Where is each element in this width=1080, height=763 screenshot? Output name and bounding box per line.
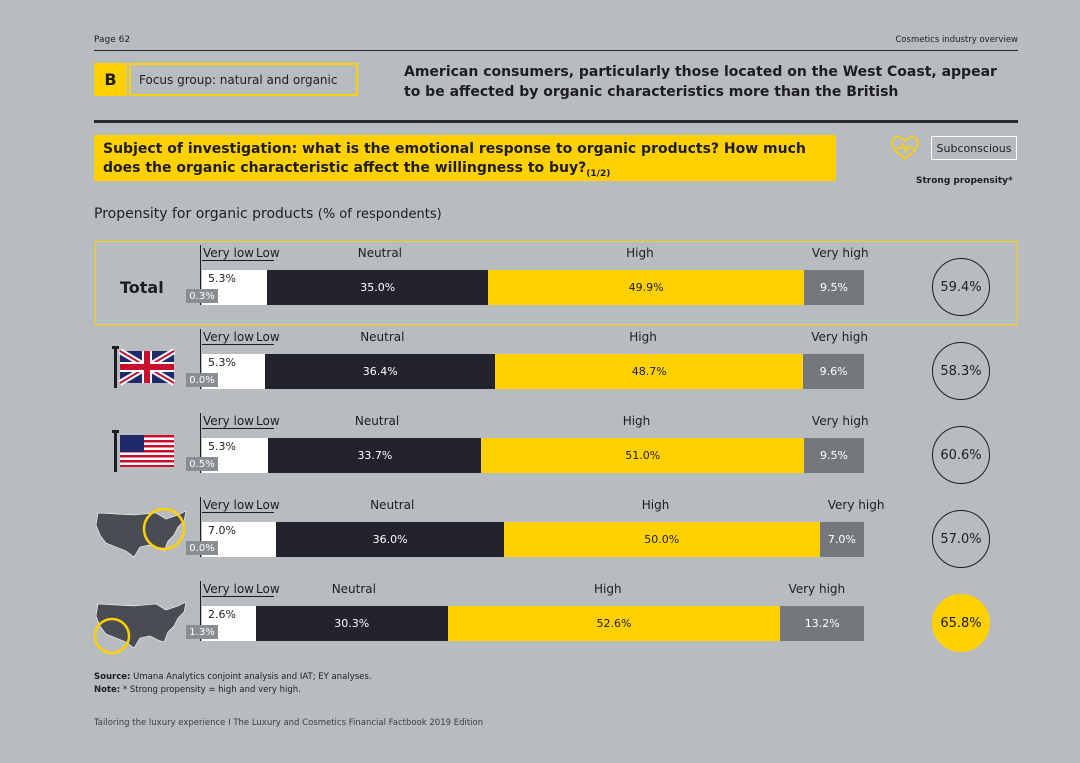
subject-text: Subject of investigation: what is the em…	[103, 141, 806, 176]
us-flag-icon	[112, 430, 176, 476]
strong-propensity-circle: 59.4%	[932, 258, 990, 316]
data-label-very-low: 0.5%	[186, 457, 218, 471]
strong-propensity-circle: 58.3%	[932, 342, 990, 400]
data-label-very-low: 0.3%	[186, 289, 218, 303]
category-label-high: High	[641, 498, 670, 512]
focus-group-label: Focus group: natural and organic	[129, 63, 358, 96]
bar-segment-high: 49.9%	[488, 270, 804, 305]
us-east-coast-map-icon	[94, 505, 194, 571]
category-label-low: Low	[256, 330, 280, 344]
bar-segment-very-high: 9.5%	[803, 438, 864, 473]
axis-tick	[200, 329, 201, 389]
strong-propensity-circle: 57.0%	[932, 510, 990, 568]
axis-tick	[200, 245, 201, 305]
bar-segment-neutral: 36.0%	[276, 522, 504, 557]
category-label-neutral: Neutral	[354, 414, 400, 428]
category-label-low: Low	[256, 498, 280, 512]
category-underline	[202, 512, 274, 513]
data-label-low: 7.0%	[208, 524, 236, 537]
category-label-very-high: Very high	[811, 414, 869, 428]
subconscious-badge: Subconscious	[931, 136, 1017, 160]
bar-segment-very-high: 13.2%	[780, 606, 864, 641]
bar-segment-neutral: 33.7%	[268, 438, 482, 473]
footer: Tailoring the luxury experience I The Lu…	[94, 718, 484, 728]
data-label-low: 2.6%	[208, 608, 236, 621]
axis-tick	[200, 497, 201, 557]
category-label-very-low: Very low	[203, 414, 254, 428]
row-label: Total	[120, 278, 164, 297]
total-row-frame	[95, 241, 1018, 325]
category-label-high: High	[626, 246, 654, 260]
data-label-very-low: 1.3%	[186, 625, 218, 639]
category-label-very-low: Very low	[203, 498, 254, 512]
category-label-low: Low	[256, 414, 280, 428]
section-title: Cosmetics industry overview	[895, 35, 1018, 45]
focus-group-tag: B Focus group: natural and organic	[94, 63, 358, 96]
category-label-high: High	[629, 330, 657, 344]
bar-segment-neutral: 30.3%	[255, 606, 448, 641]
bar-segment-very-high: 9.5%	[803, 270, 864, 305]
subject-sub: (1/2)	[586, 168, 611, 179]
us-west-coast-map-icon	[88, 598, 188, 664]
bar-segment-high: 51.0%	[481, 438, 804, 473]
category-label-very-high: Very high	[811, 330, 868, 344]
source-line: Source: Umana Analytics conjoint analysi…	[94, 671, 372, 684]
data-label-low: 5.3%	[208, 440, 236, 453]
category-underline	[202, 596, 274, 597]
category-underline	[202, 344, 274, 345]
category-label-neutral: Neutral	[331, 582, 376, 596]
note-text: * Strong propensity = high and very high…	[120, 685, 301, 695]
uk-flag-icon	[112, 346, 176, 392]
chart-title-main: Propensity for organic products	[94, 206, 314, 222]
category-label-low: Low	[256, 246, 280, 260]
bar-segment-very-high: 9.6%	[803, 354, 864, 389]
chart-title-unit: (% of respondents)	[317, 207, 442, 222]
data-label-very-low: 0.0%	[186, 373, 218, 387]
bar-segment-high: 50.0%	[503, 522, 820, 557]
axis-tick	[200, 581, 201, 641]
note-label: Note:	[94, 685, 121, 695]
source-text: Umana Analytics conjoint analysis and IA…	[130, 672, 372, 682]
category-label-high: High	[622, 414, 651, 428]
category-label-neutral: Neutral	[357, 246, 403, 260]
data-label-low: 5.3%	[208, 356, 236, 369]
category-label-high: High	[594, 582, 622, 596]
bar-segment-very-high: 7.0%	[819, 522, 864, 557]
category-label-low: Low	[256, 582, 280, 596]
category-underline	[202, 428, 274, 429]
note-line: Note: * Strong propensity = high and ver…	[94, 684, 372, 697]
data-label-low: 5.3%	[208, 272, 236, 285]
category-label-very-high: Very high	[811, 246, 869, 260]
heart-pulse-icon	[890, 135, 920, 161]
category-label-neutral: Neutral	[370, 498, 415, 512]
page-number: Page 62	[94, 35, 131, 45]
source-label: Source:	[94, 672, 131, 682]
chart-title: Propensity for organic products (% of re…	[94, 206, 442, 222]
bar-segment-neutral: 36.4%	[265, 354, 496, 389]
subject-box: Subject of investigation: what is the em…	[94, 135, 836, 181]
category-label-very-high: Very high	[788, 582, 846, 596]
bar-segment-high: 52.6%	[447, 606, 781, 641]
section-letter: B	[94, 63, 127, 96]
category-label-neutral: Neutral	[360, 330, 405, 344]
category-label-very-low: Very low	[203, 582, 254, 596]
data-label-very-low: 0.0%	[186, 541, 218, 555]
category-label-very-high: Very high	[827, 498, 885, 512]
bar-segment-neutral: 35.0%	[267, 270, 489, 305]
source-note: Source: Umana Analytics conjoint analysi…	[94, 671, 372, 697]
strong-propensity-label: Strong propensity*	[916, 176, 1013, 186]
category-label-very-low: Very low	[203, 330, 254, 344]
strong-propensity-circle: 60.6%	[932, 426, 990, 484]
headline: American consumers, particularly those l…	[404, 64, 997, 100]
bar-segment-high: 48.7%	[495, 354, 804, 389]
header-rule	[94, 50, 1018, 51]
strong-propensity-circle: 65.8%	[932, 594, 990, 652]
axis-tick	[200, 413, 201, 473]
headline-rule	[94, 120, 1018, 123]
category-underline	[202, 260, 274, 261]
category-label-very-low: Very low	[203, 246, 254, 260]
